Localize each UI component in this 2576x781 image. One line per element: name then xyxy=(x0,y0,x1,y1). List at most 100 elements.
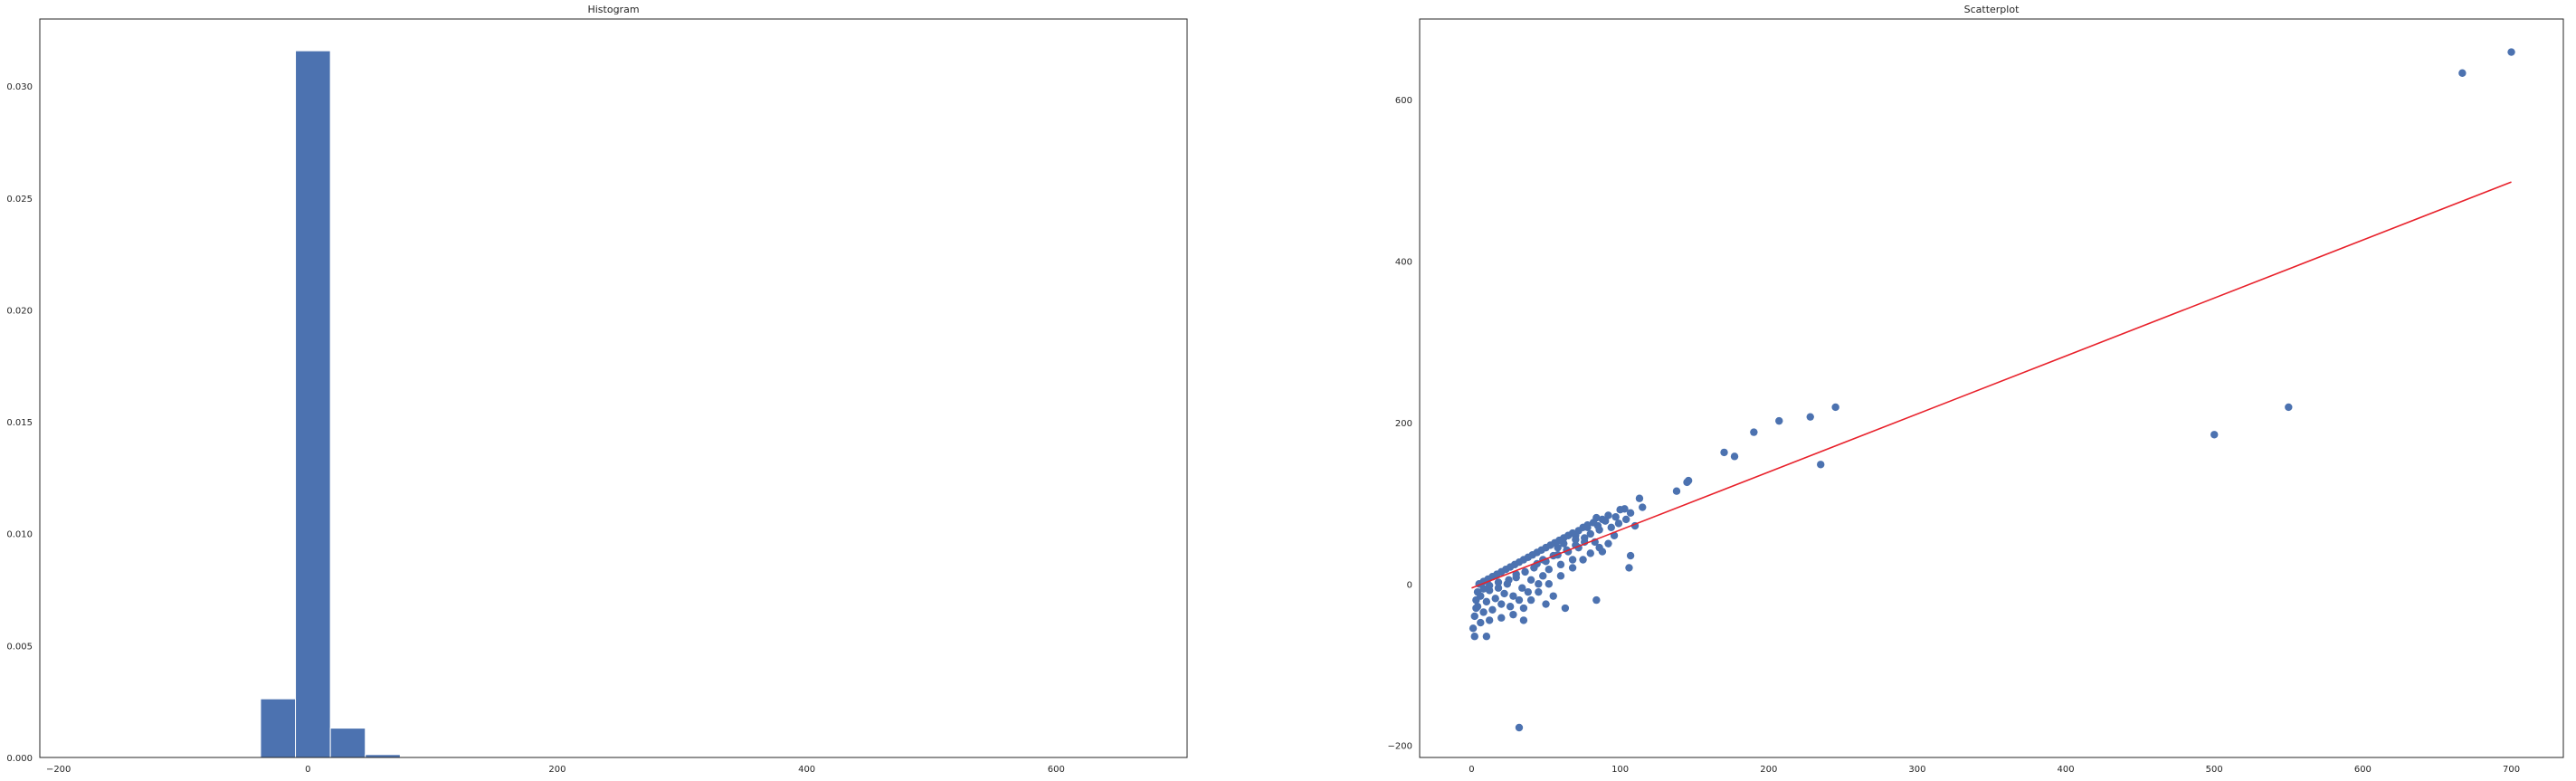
scatter-point xyxy=(1545,580,1554,588)
scatter-point xyxy=(1526,595,1535,605)
scatter-frame xyxy=(1419,18,2564,758)
histogram-x-tick-label: 0 xyxy=(305,765,310,775)
scatter-point xyxy=(1586,529,1594,538)
scatter-point xyxy=(1470,633,1478,641)
scatter-point xyxy=(1614,519,1623,528)
scatter-point xyxy=(1730,452,1739,461)
scatter-point xyxy=(1604,511,1612,519)
scatter-point xyxy=(1595,543,1603,552)
scatter-point xyxy=(1625,564,1633,572)
scatter-y-tick-label: 0 xyxy=(1407,580,1412,590)
scatter-x-tick-label: 600 xyxy=(2354,765,2372,775)
scatter-x-tick-label: 500 xyxy=(2206,765,2223,775)
scatter-point xyxy=(1524,587,1533,596)
scatter-point xyxy=(1806,413,1814,421)
scatter-point xyxy=(1482,597,1491,606)
scatter-point xyxy=(1720,448,1728,457)
scatter-point xyxy=(1509,592,1517,600)
scatter-point xyxy=(1472,595,1480,605)
histogram-x-tick-label: 400 xyxy=(798,765,815,775)
scatter-point xyxy=(1542,600,1550,608)
scatter-x-tick-label: 200 xyxy=(1760,765,1777,775)
histogram-bars xyxy=(260,50,401,758)
scatter-point xyxy=(1479,585,1488,593)
scatter-point xyxy=(1518,584,1526,592)
scatter-point xyxy=(1482,633,1491,641)
scatter-point xyxy=(1535,580,1543,588)
scatter-point xyxy=(1672,487,1681,495)
scatter-x-tick-label: 0 xyxy=(1469,765,1474,775)
histogram-x-tick-label: 600 xyxy=(1048,765,1065,775)
scatter-y-tick-label: 400 xyxy=(1395,258,1412,268)
scatter-point xyxy=(1626,509,1635,517)
scatter-x-tick-label: 300 xyxy=(1908,765,1925,775)
scatter-point xyxy=(1506,603,1515,611)
regression-line xyxy=(1471,181,2512,589)
scatter-point xyxy=(1479,608,1488,616)
scatter-point xyxy=(2507,48,2515,56)
scatter-point xyxy=(1485,616,1494,624)
scatter-point xyxy=(1497,614,1506,622)
scatter-point xyxy=(1473,587,1482,596)
histogram-y-tick-label: 0.020 xyxy=(6,306,33,316)
histogram-bar xyxy=(295,50,331,758)
scatter-y-tick-label: 200 xyxy=(1395,419,1412,429)
scatter-point xyxy=(1515,723,1524,732)
scatter-point xyxy=(1470,612,1478,621)
histogram-y-tick-label: 0.005 xyxy=(6,642,33,652)
scatter-point xyxy=(1568,564,1577,572)
scatter-point xyxy=(1621,515,1630,524)
scatter-point xyxy=(1556,560,1565,569)
scatter-point xyxy=(1568,529,1577,538)
scatter-point xyxy=(1500,589,1508,598)
scatter-point xyxy=(1519,616,1528,624)
scatter-title: Scatterplot xyxy=(1964,4,2020,15)
histogram-ticks: −200 0 200 400 600 0.000 0.005 0.010 0.015 0.020 0… xyxy=(6,82,1064,775)
histogram-bar xyxy=(329,728,366,758)
scatter-y-tick-label: −200 xyxy=(1388,742,1412,752)
scatter-point xyxy=(1535,587,1543,596)
scatter-point xyxy=(1750,428,1758,436)
scatter-point xyxy=(1568,556,1577,564)
scatter-point xyxy=(1561,604,1570,613)
scatter-point xyxy=(1526,576,1535,585)
histogram-panel: Histogram −200 0 200 400 600 0.000 0.005 0.010 0… xyxy=(6,4,1188,775)
scatter-point xyxy=(1497,600,1506,608)
scatter-point xyxy=(1509,610,1517,619)
scatter-point xyxy=(1635,494,1644,502)
scatter-point xyxy=(1545,566,1554,574)
scatter-point xyxy=(1626,551,1635,560)
scatter-point xyxy=(1477,618,1485,627)
scatter-point xyxy=(1817,461,1825,469)
scatter-point xyxy=(2210,431,2219,439)
scatter-point xyxy=(1683,478,1691,487)
scatter-fit-line xyxy=(1471,181,2512,589)
histogram-y-tick-label: 0.010 xyxy=(6,530,33,540)
scatter-x-tick-label: 400 xyxy=(2058,765,2075,775)
scatter-x-tick-label: 700 xyxy=(2503,765,2520,775)
scatter-point xyxy=(1604,539,1612,548)
scatter-point xyxy=(1519,604,1528,613)
scatter-point xyxy=(1556,572,1565,580)
scatter-point xyxy=(1505,576,1513,585)
scatter-point xyxy=(2458,69,2467,77)
scatter-point xyxy=(1589,519,1598,527)
histogram-y-tick-label: 0.030 xyxy=(6,82,33,92)
scatter-point xyxy=(1775,416,1783,425)
scatter-y-tick-label: 600 xyxy=(1395,96,1412,106)
scatter-point xyxy=(1598,515,1607,524)
scatter-point xyxy=(1512,570,1520,578)
scatter-point xyxy=(1469,624,1478,633)
histogram-y-tick-label: 0.025 xyxy=(6,195,33,205)
scatter-point xyxy=(1494,578,1503,586)
histogram-title: Histogram xyxy=(587,4,639,15)
scatter-point xyxy=(1485,581,1494,590)
scatter-point xyxy=(1595,526,1603,534)
scatter-point xyxy=(1583,520,1592,529)
histogram-x-tick-label: −200 xyxy=(46,765,71,775)
scatter-point xyxy=(1607,523,1615,532)
scatter-point xyxy=(1639,503,1647,511)
scatter-point xyxy=(1831,403,1839,412)
scatter-point xyxy=(1592,595,1601,605)
